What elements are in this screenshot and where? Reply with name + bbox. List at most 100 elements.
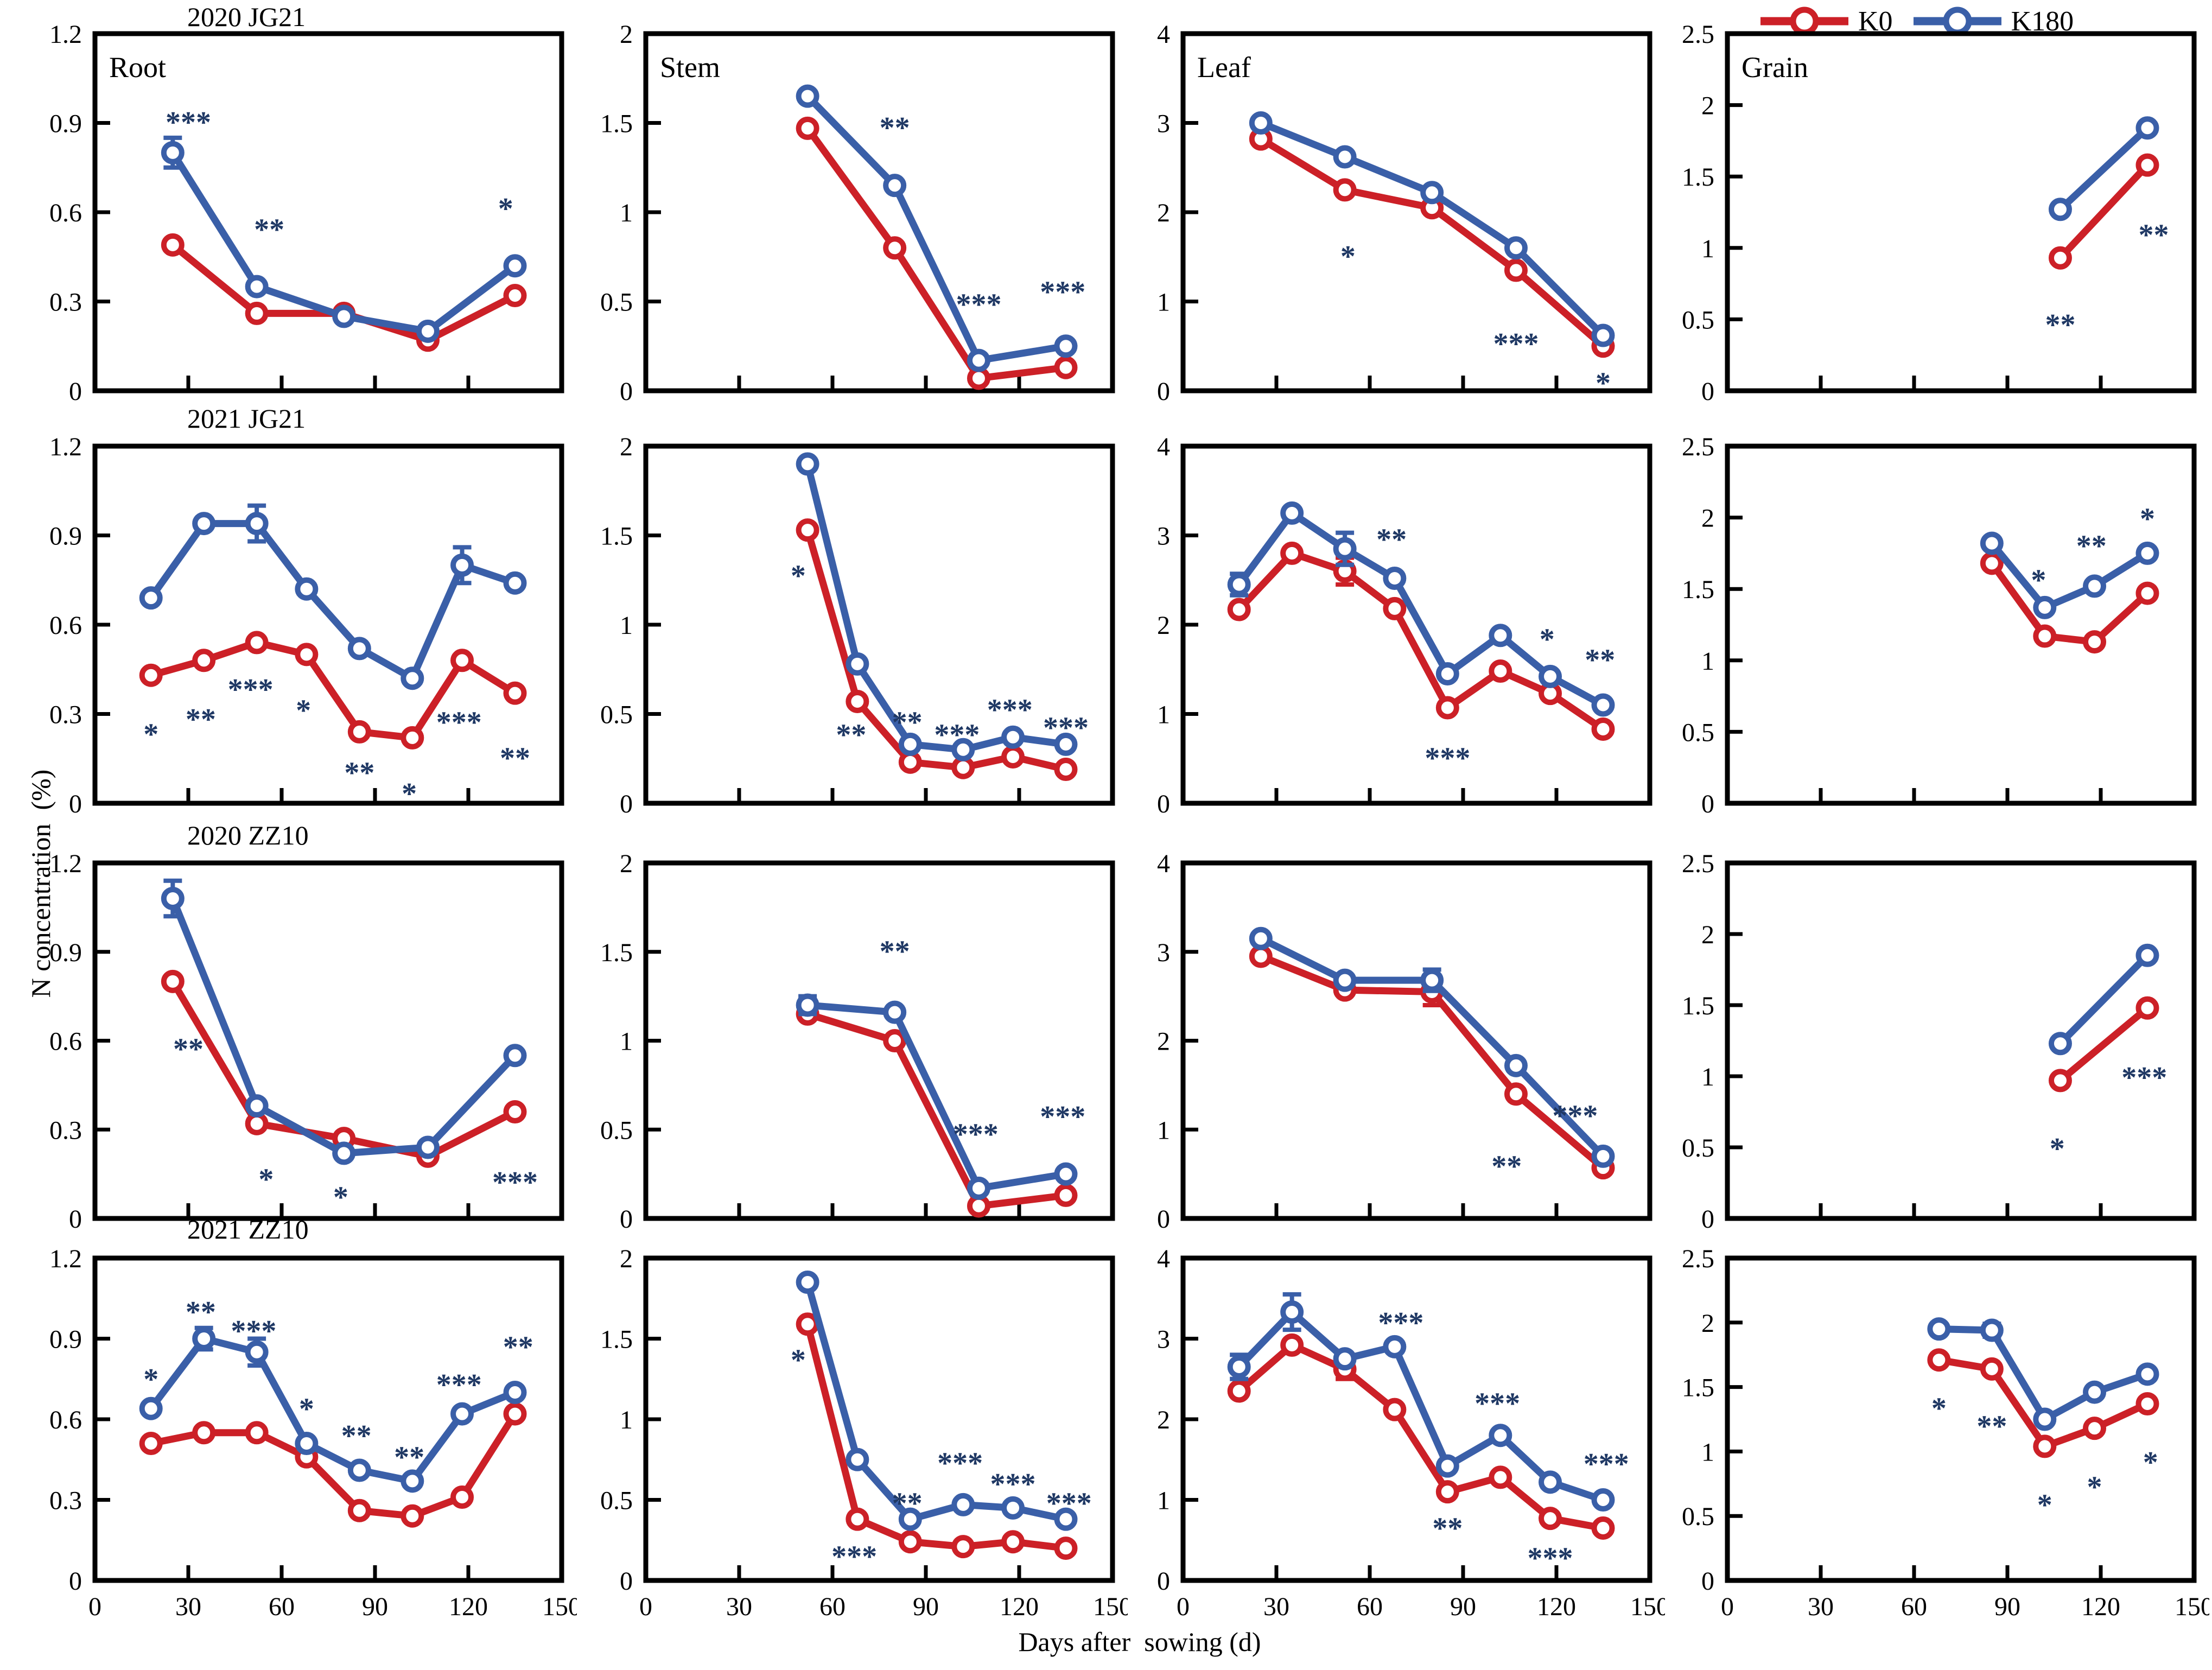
svg-text:30: 30 [1263, 1592, 1289, 1621]
svg-text:1.5: 1.5 [600, 522, 633, 551]
svg-text:**: ** [892, 1487, 923, 1521]
data-point [1227, 598, 1251, 621]
axes: 0 0.5 1 1.5 2 [600, 434, 1115, 814]
axes: 0 0.5 1 1.5 2 [600, 22, 1115, 402]
chart-2021-jg21-stem: 00.511.52*** ** ********* [600, 434, 1115, 814]
significance-markers: ****** [166, 106, 513, 246]
data-point [245, 1340, 269, 1364]
svg-text:2.5: 2.5 [1682, 1244, 1714, 1273]
data-point [503, 571, 527, 595]
data-point [295, 643, 319, 666]
svg-text:2.5: 2.5 [1682, 434, 1714, 461]
data-point [1333, 968, 1357, 992]
svg-text:1.5: 1.5 [1682, 163, 1714, 192]
series-k180 [1980, 531, 2159, 619]
svg-text:0: 0 [620, 790, 633, 814]
svg-text:***: *** [953, 1118, 999, 1152]
chart-2020-zz10-grain: 00.511.522.5**** [1682, 851, 2197, 1231]
svg-text:0.5: 0.5 [600, 701, 633, 729]
svg-text:*: * [498, 192, 513, 226]
data-point [1504, 1082, 1528, 1106]
significance-markers: ************** [1378, 1306, 1629, 1576]
data-point [295, 577, 319, 601]
panel-title-2021-jg21: 2021 JG21 [187, 403, 306, 434]
svg-text:***: *** [1425, 741, 1470, 775]
svg-text:1: 1 [1701, 234, 1714, 263]
significance-markers: ***** [1340, 240, 1611, 401]
data-point [416, 319, 440, 343]
data-point [1001, 1530, 1025, 1554]
svg-text:2: 2 [620, 22, 633, 49]
svg-text:2.5: 2.5 [1682, 851, 1714, 878]
data-point [1420, 181, 1444, 205]
data-point [295, 1432, 319, 1456]
data-point [2135, 116, 2159, 140]
svg-text:***: *** [831, 1540, 877, 1574]
axes: 0 30 60 90 120 150 0 0.5 1 1.5 2 2.5 [1682, 1244, 2209, 1621]
svg-text:***: *** [1552, 1099, 1598, 1133]
data-point [161, 887, 185, 910]
data-point [347, 637, 371, 661]
significance-markers: ************** [791, 560, 1089, 752]
data-point [139, 586, 163, 610]
svg-text:0.3: 0.3 [49, 288, 82, 317]
data-point [1280, 1300, 1304, 1324]
data-point [2048, 1069, 2072, 1093]
data-point [796, 452, 819, 476]
svg-text:0.9: 0.9 [49, 522, 82, 551]
data-point [1054, 355, 1078, 379]
svg-text:2: 2 [620, 434, 633, 461]
svg-text:0.6: 0.6 [49, 1027, 82, 1056]
data-point [2135, 581, 2159, 605]
svg-text:***: *** [1584, 1447, 1629, 1481]
svg-text:**: ** [880, 935, 910, 968]
data-point [503, 1402, 527, 1426]
data-point [245, 275, 269, 299]
data-point [450, 1485, 474, 1509]
svg-text:4: 4 [1157, 434, 1170, 461]
data-point [898, 732, 922, 756]
svg-text:1.2: 1.2 [49, 1244, 82, 1273]
significance-markers: ******** [880, 935, 1086, 1151]
svg-text:0.9: 0.9 [49, 110, 82, 138]
data-point [347, 1498, 371, 1522]
data-point [883, 1029, 907, 1052]
data-point [1591, 717, 1615, 741]
svg-text:0.9: 0.9 [49, 938, 82, 967]
significance-markers: ******** [1376, 523, 1615, 775]
data-point [503, 1381, 527, 1404]
data-point [951, 1535, 975, 1559]
data-point [2033, 1407, 2057, 1431]
svg-text:**: ** [880, 111, 910, 145]
series-k180 [796, 84, 1078, 372]
data-point [1333, 178, 1357, 202]
data-point [1591, 693, 1615, 717]
svg-text:***: *** [231, 1315, 276, 1348]
svg-text:0: 0 [1701, 1205, 1714, 1231]
series-k0 [139, 1402, 527, 1528]
svg-text:***: *** [436, 706, 482, 740]
data-point [1383, 566, 1407, 590]
svg-text:2: 2 [1701, 1309, 1714, 1338]
svg-text:120: 120 [1000, 1592, 1039, 1621]
data-point [1489, 1424, 1512, 1447]
svg-text:1.5: 1.5 [600, 110, 633, 138]
svg-text:*: * [1596, 366, 1611, 400]
svg-text:90: 90 [1994, 1592, 2020, 1621]
svg-text:1: 1 [1157, 701, 1170, 729]
svg-text:2: 2 [1157, 199, 1170, 227]
organ-label: Root [109, 51, 166, 84]
svg-text:0: 0 [1157, 377, 1170, 402]
data-point [2083, 1417, 2107, 1440]
organ-label: Stem [660, 51, 720, 84]
data-point [1383, 1398, 1407, 1421]
data-point [796, 1312, 819, 1336]
svg-text:0.3: 0.3 [49, 1116, 82, 1145]
series-k180 [2048, 116, 2159, 221]
svg-text:0.5: 0.5 [1682, 718, 1714, 747]
svg-text:***: *** [1378, 1306, 1423, 1340]
svg-text:30: 30 [726, 1592, 752, 1621]
